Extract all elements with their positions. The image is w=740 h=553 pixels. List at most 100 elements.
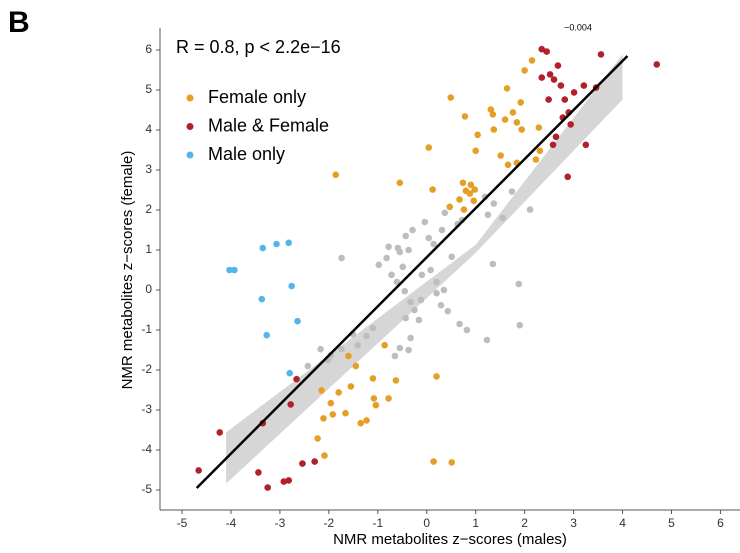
point bbox=[231, 266, 238, 274]
point bbox=[554, 62, 562, 69]
point bbox=[318, 387, 325, 394]
point bbox=[418, 271, 426, 279]
point bbox=[345, 352, 352, 360]
corner-text: −0.004 bbox=[564, 22, 592, 32]
point bbox=[440, 286, 448, 294]
point bbox=[388, 271, 395, 279]
point bbox=[259, 244, 267, 252]
point bbox=[216, 429, 224, 436]
point bbox=[538, 45, 546, 53]
legend-label: Female only bbox=[208, 87, 306, 107]
y-axis-label: NMR metabolites z−scores (female) bbox=[119, 151, 136, 390]
y-tick-label: 5 bbox=[145, 82, 152, 96]
point bbox=[425, 144, 433, 151]
point bbox=[195, 467, 202, 474]
point bbox=[446, 203, 454, 211]
point bbox=[597, 51, 605, 58]
point bbox=[549, 141, 557, 149]
x-tick-label: 5 bbox=[668, 516, 675, 530]
point bbox=[538, 74, 546, 81]
point bbox=[409, 226, 416, 234]
point bbox=[391, 352, 399, 360]
y-tick-label: 4 bbox=[145, 122, 152, 136]
point bbox=[429, 186, 436, 193]
point bbox=[381, 341, 388, 349]
point bbox=[405, 246, 412, 254]
point bbox=[293, 375, 300, 383]
point bbox=[456, 196, 463, 203]
x-axis-label: NMR metabolites z−scores (males) bbox=[333, 531, 567, 548]
point bbox=[255, 469, 262, 476]
point bbox=[546, 71, 554, 78]
point bbox=[460, 206, 468, 213]
x-tick-label: -4 bbox=[226, 516, 237, 530]
point bbox=[490, 200, 498, 207]
point bbox=[287, 401, 294, 408]
point bbox=[338, 345, 345, 353]
point bbox=[471, 186, 479, 193]
point bbox=[543, 48, 550, 55]
point bbox=[489, 260, 497, 268]
point bbox=[425, 234, 433, 242]
point bbox=[444, 307, 452, 315]
point bbox=[415, 316, 423, 324]
point bbox=[357, 419, 364, 427]
point bbox=[320, 415, 327, 422]
point bbox=[338, 254, 345, 262]
point bbox=[515, 280, 523, 288]
point bbox=[347, 383, 355, 390]
point bbox=[369, 375, 377, 382]
point bbox=[354, 341, 362, 349]
point bbox=[385, 243, 392, 251]
point bbox=[570, 89, 578, 96]
point bbox=[557, 82, 565, 89]
point bbox=[467, 181, 475, 189]
point bbox=[363, 417, 370, 424]
y-tick-label: -1 bbox=[141, 322, 152, 336]
y-tick-label: -5 bbox=[141, 482, 152, 496]
point bbox=[393, 278, 401, 286]
confidence-band bbox=[226, 54, 623, 484]
point bbox=[545, 96, 552, 103]
x-tick-label: 6 bbox=[717, 516, 724, 530]
point bbox=[532, 156, 540, 163]
point bbox=[448, 253, 456, 261]
point bbox=[461, 113, 469, 120]
point bbox=[501, 116, 509, 123]
point bbox=[499, 214, 506, 222]
point bbox=[407, 298, 414, 306]
point bbox=[535, 124, 543, 131]
point bbox=[264, 484, 271, 491]
panel-label: B bbox=[8, 6, 30, 39]
point bbox=[332, 171, 340, 179]
point bbox=[352, 362, 360, 370]
x-tick-label: 0 bbox=[423, 516, 430, 530]
point bbox=[394, 244, 402, 252]
point bbox=[288, 282, 295, 290]
point bbox=[518, 126, 526, 133]
point bbox=[372, 401, 380, 409]
x-tick-label: -5 bbox=[177, 516, 188, 530]
point bbox=[304, 362, 312, 370]
annotation: R = 0.8, p < 2.2e−16 bbox=[176, 37, 341, 57]
point bbox=[448, 459, 456, 466]
fit-line bbox=[195, 55, 629, 489]
x-tick-label: 1 bbox=[472, 516, 479, 530]
point bbox=[342, 409, 349, 417]
point bbox=[263, 331, 271, 339]
point bbox=[552, 133, 560, 141]
point bbox=[438, 226, 446, 234]
point bbox=[503, 85, 511, 92]
point bbox=[447, 94, 455, 101]
y-tick-label: -4 bbox=[141, 442, 152, 456]
point bbox=[433, 278, 440, 286]
point bbox=[509, 109, 517, 116]
point bbox=[407, 334, 414, 342]
point bbox=[363, 332, 370, 340]
point bbox=[273, 240, 280, 248]
y-tick-label: 3 bbox=[145, 162, 152, 176]
point bbox=[375, 261, 383, 269]
point bbox=[504, 161, 512, 169]
point bbox=[516, 321, 524, 329]
